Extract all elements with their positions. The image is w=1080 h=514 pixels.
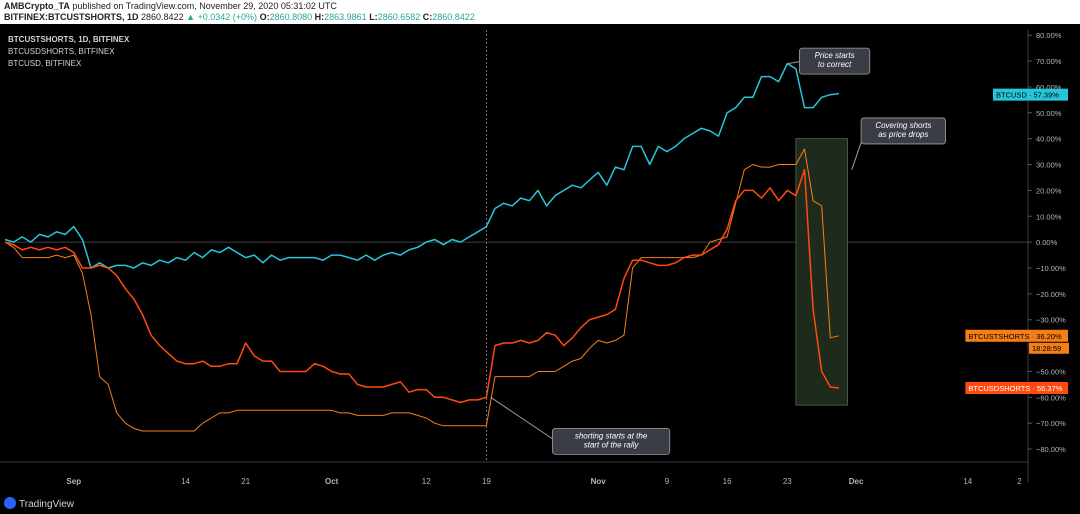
btcustshorts-axis-label-text: BTCUSTSHORTS · 36.20%	[968, 332, 1062, 341]
tradingview-logo-icon	[4, 497, 16, 509]
y-tick-label: −60.00%	[1036, 393, 1066, 402]
symbol-name: BITFINEX:BTCUSTSHORTS, 1D	[4, 12, 139, 22]
y-tick-label: 70.00%	[1036, 57, 1062, 66]
x-tick-label: 16	[723, 477, 732, 486]
chart-header: AMBCrypto_TA published on TradingView.co…	[0, 0, 1080, 24]
series-line-btcusdshorts[interactable]	[4, 168, 839, 404]
highlight-zone	[795, 138, 848, 406]
y-tick-label: −30.00%	[1036, 316, 1066, 325]
legend-btcusd[interactable]: BTCUSD, BITFINEX	[8, 59, 82, 68]
annotation-text: as price drops	[878, 130, 928, 139]
btcusdshorts-axis-label-text: BTCUSDSHORTS · 56.37%	[968, 384, 1062, 393]
y-tick-label: 60.00%	[1036, 83, 1062, 92]
price-change: ▲ +0.0342 (+0%)	[186, 12, 258, 22]
series-line-btcusd[interactable]	[4, 62, 839, 269]
y-tick-label: −70.00%	[1036, 419, 1066, 428]
x-tick-label: 2	[1017, 477, 1022, 486]
annotation-text: shorting starts at the	[575, 431, 648, 440]
y-tick-label: 10.00%	[1036, 212, 1062, 221]
annotation-pointer	[490, 396, 557, 442]
x-tick-label: 19	[482, 477, 491, 486]
y-tick-label: 30.00%	[1036, 161, 1062, 170]
legend-btcustshorts[interactable]: BTCUSTSHORTS, 1D, BITFINEX	[8, 35, 130, 44]
x-tick-label: 14	[181, 477, 190, 486]
y-tick-label: 80.00%	[1036, 31, 1062, 40]
legend-btcusdshorts[interactable]: BTCUSDSHORTS, BITFINEX	[8, 47, 115, 56]
x-tick-label: Dec	[849, 477, 864, 486]
y-tick-label: −10.00%	[1036, 264, 1066, 273]
close-value: 2860.8422	[432, 12, 475, 22]
ohlc-line: BITFINEX:BTCUSTSHORTS, 1D 2860.8422 ▲ +0…	[4, 12, 475, 22]
annotation-box[interactable]	[860, 117, 946, 145]
x-tick-label: 14	[963, 477, 972, 486]
btcusd-axis-label-bg	[993, 88, 1068, 101]
high-label: H:	[314, 12, 325, 22]
x-tick-label: Sep	[66, 477, 81, 486]
annotation-box[interactable]	[798, 47, 871, 75]
footer-bar	[0, 492, 1080, 514]
y-tick-label: −20.00%	[1036, 290, 1066, 299]
publish-info: AMBCrypto_TA published on TradingView.co…	[4, 1, 337, 11]
annotation-text: Covering shorts	[875, 121, 931, 130]
btcusd-axis-label-text: BTCUSD · 57.39%	[996, 91, 1059, 100]
y-tick-label: 40.00%	[1036, 135, 1062, 144]
annotation-text: Price starts	[815, 51, 855, 60]
btcusdshorts-axis-label-bg	[965, 382, 1068, 395]
annotation-text: to correct	[818, 60, 852, 69]
x-tick-label: Oct	[325, 477, 339, 486]
high-value: 2863.9861	[324, 12, 367, 22]
y-tick-label: −80.00%	[1036, 445, 1066, 454]
countdown-label-bg	[1029, 342, 1069, 354]
author-name[interactable]: AMBCrypto_TA	[4, 1, 70, 11]
x-tick-label: 9	[665, 477, 670, 486]
x-tick-label: 12	[422, 477, 431, 486]
x-tick-label: 21	[241, 477, 250, 486]
y-tick-label: 20.00%	[1036, 186, 1062, 195]
countdown-label-text: 18:28:59	[1032, 344, 1061, 353]
open-value: 2860.8080	[269, 12, 313, 22]
close-label: C:	[422, 12, 433, 22]
series-line-btcustshorts[interactable]	[4, 148, 840, 432]
last-price: 2860.8422	[141, 12, 184, 22]
x-tick-label: 23	[783, 477, 792, 486]
btcustshorts-axis-label-bg	[965, 329, 1068, 342]
open-label: O:	[259, 12, 270, 22]
low-value: 2860.6582	[377, 12, 421, 22]
y-tick-label: −50.00%	[1036, 367, 1066, 376]
publish-date: published on TradingView.com, November 2…	[72, 1, 337, 11]
annotation-text: start of the rally	[584, 440, 640, 449]
tradingview-brand: TradingView	[19, 499, 75, 510]
y-tick-label: 0.00%	[1036, 238, 1058, 247]
y-tick-label: 50.00%	[1036, 109, 1062, 118]
annotation-box[interactable]	[551, 427, 671, 455]
tradingview-logo[interactable]: TradingView	[4, 497, 74, 510]
low-label: L:	[369, 12, 378, 22]
x-tick-label: Nov	[591, 477, 607, 486]
